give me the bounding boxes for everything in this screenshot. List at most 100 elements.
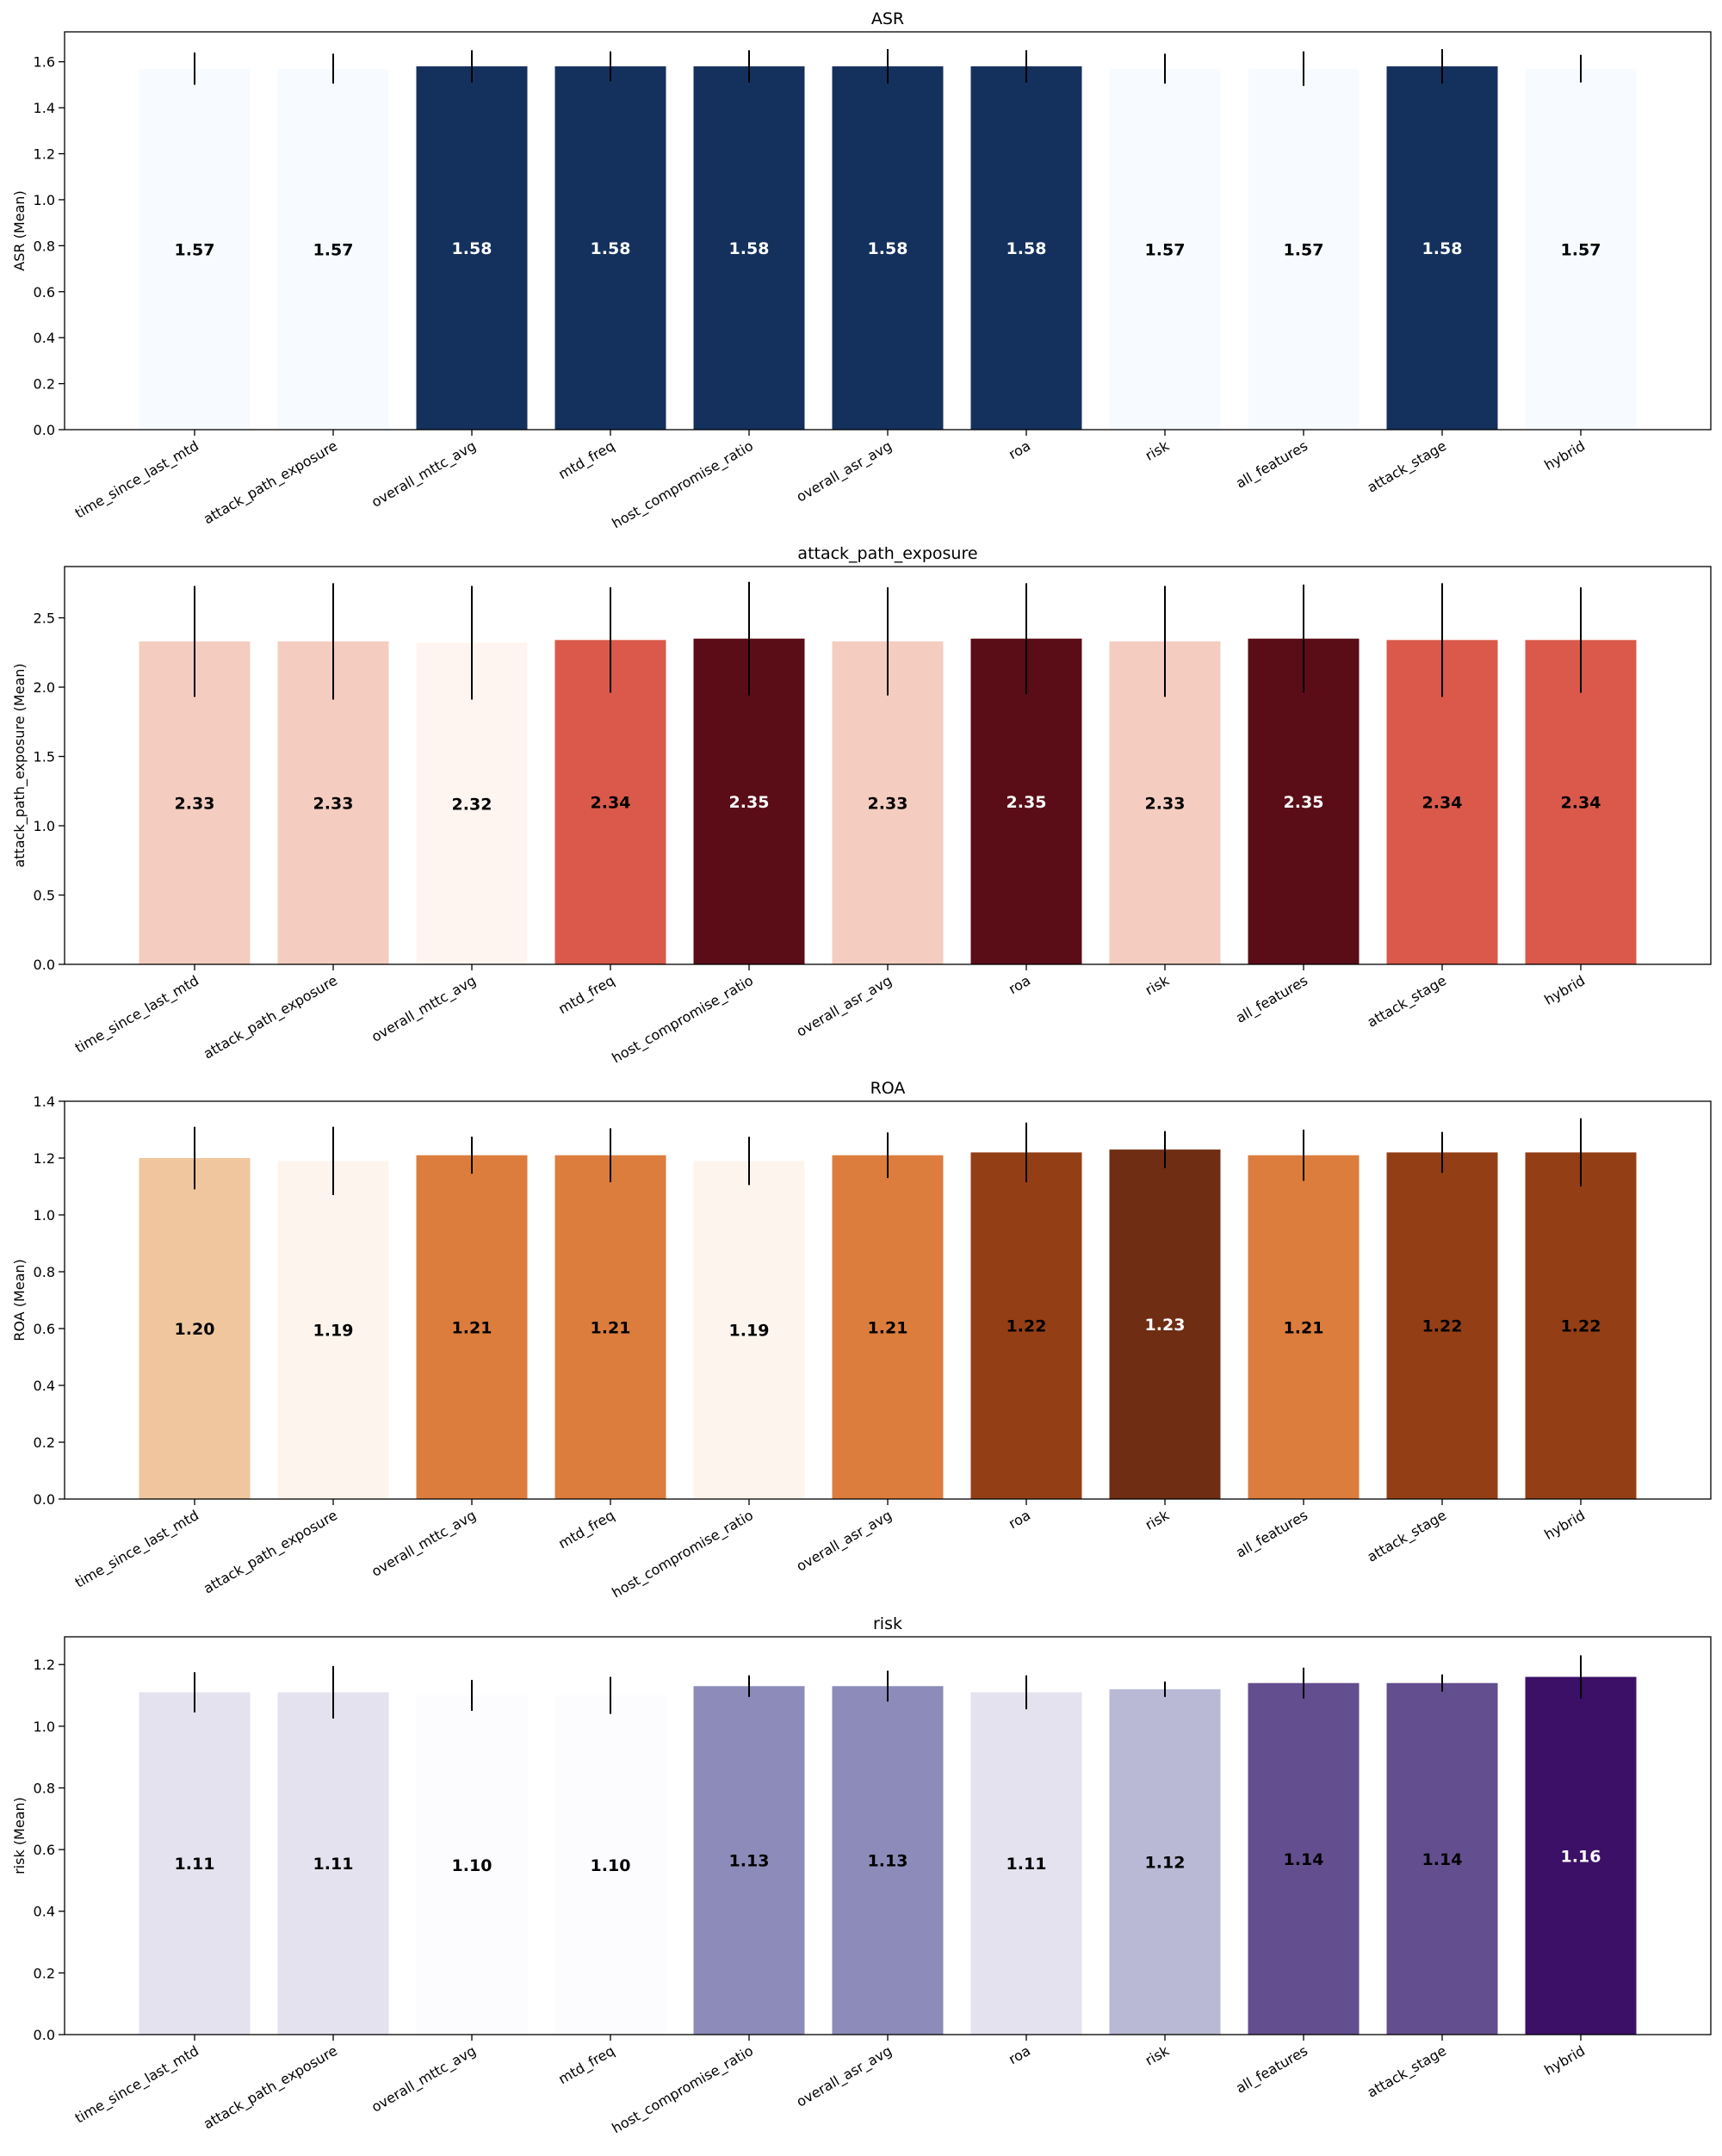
bar-value-label: 2.34 <box>1422 794 1463 813</box>
x-tick-label: risk <box>1143 437 1173 464</box>
y-tick-label: 1.0 <box>34 192 55 208</box>
x-tick-label: roa <box>1006 2042 1033 2067</box>
y-tick-label: 1.0 <box>34 1719 55 1735</box>
x-tick-label: risk <box>1143 2042 1173 2069</box>
x-tick-label: roa <box>1006 437 1033 462</box>
x-tick-label: hybrid <box>1541 1507 1588 1543</box>
bar-value-label: 1.21 <box>868 1318 908 1337</box>
bar <box>554 1695 666 2035</box>
x-tick-label: hybrid <box>1541 437 1588 474</box>
x-tick-label: time_since_last_mtd <box>72 2042 202 2128</box>
bar-value-label: 1.14 <box>1284 1850 1324 1869</box>
bar <box>1525 68 1637 430</box>
bar-value-label: 2.32 <box>452 795 492 814</box>
bar-value-label: 1.57 <box>1561 240 1601 259</box>
x-tick-label: attack_stage <box>1365 2042 1450 2102</box>
y-tick-label: 0.0 <box>34 2027 55 2043</box>
y-axis-label: attack_path_exposure (Mean) <box>11 663 28 867</box>
bar <box>1248 1155 1360 1499</box>
bar <box>970 66 1082 430</box>
x-tick-label: mtd_freq <box>555 1507 617 1552</box>
bar-value-label: 1.16 <box>1561 1847 1601 1866</box>
bar <box>554 1155 666 1499</box>
x-tick-label: all_features <box>1233 1507 1310 1562</box>
x-tick-label: overall_asr_avg <box>794 972 895 1041</box>
bar-value-label: 1.12 <box>1145 1853 1186 1872</box>
x-tick-label: attack_stage <box>1365 972 1450 1032</box>
bar <box>1109 1688 1221 2035</box>
y-tick-label: 0.4 <box>34 330 55 346</box>
bar-value-label: 1.14 <box>1422 1850 1463 1869</box>
x-tick-label: mtd_freq <box>555 437 617 483</box>
bar-value-label: 1.23 <box>1145 1316 1186 1335</box>
bar-value-label: 1.19 <box>729 1322 770 1341</box>
bar <box>970 1692 1082 2035</box>
x-tick-label: attack_path_exposure <box>201 972 341 1063</box>
x-tick-label: overall_mttc_avg <box>369 437 479 511</box>
y-tick-label: 1.0 <box>34 818 55 834</box>
x-tick-label: overall_mttc_avg <box>369 972 479 1046</box>
chart-title: risk <box>873 1614 902 1633</box>
y-tick-label: 0.8 <box>34 1264 55 1280</box>
bar-value-label: 1.58 <box>729 239 770 258</box>
bar <box>416 1155 528 1499</box>
bar <box>1386 1682 1498 2035</box>
bar-value-label: 1.22 <box>1007 1317 1047 1336</box>
bar-value-label: 1.57 <box>313 240 354 259</box>
x-tick-label: overall_asr_avg <box>794 2042 895 2111</box>
bar <box>832 66 944 430</box>
bar-value-label: 1.11 <box>175 1855 215 1874</box>
bar-value-label: 2.33 <box>1145 794 1186 813</box>
bar-value-label: 1.13 <box>868 1852 908 1871</box>
bar-value-label: 2.35 <box>1007 793 1047 812</box>
bar <box>139 1158 251 1499</box>
x-tick-label: attack_path_exposure <box>201 2042 341 2133</box>
x-tick-label: risk <box>1143 972 1173 999</box>
bar-value-label: 1.10 <box>591 1856 631 1875</box>
bar-value-label: 1.58 <box>452 239 492 258</box>
x-tick-label: overall_asr_avg <box>794 1507 895 1576</box>
bar-value-label: 1.13 <box>729 1852 770 1871</box>
chart-title: ASR <box>871 9 904 28</box>
bar-value-label: 2.35 <box>729 793 770 812</box>
bar-value-label: 1.57 <box>1284 240 1324 259</box>
bar <box>1248 638 1360 964</box>
bar <box>277 1161 389 1499</box>
y-tick-label: 1.0 <box>34 1207 55 1224</box>
bar-value-label: 1.19 <box>313 1322 354 1341</box>
y-tick-label: 0.0 <box>34 422 55 438</box>
bar-value-label: 2.34 <box>1561 794 1601 813</box>
y-tick-label: 0.5 <box>34 888 55 904</box>
bar <box>139 68 251 430</box>
bar-value-label: 2.33 <box>175 794 215 813</box>
y-tick-label: 1.5 <box>34 749 55 765</box>
bar-value-label: 1.22 <box>1561 1317 1601 1336</box>
y-axis-label: risk (Mean) <box>11 1797 28 1874</box>
chart-title: ROA <box>870 1079 906 1098</box>
x-tick-label: all_features <box>1233 437 1310 493</box>
y-axis-label: ASR (Mean) <box>11 190 28 270</box>
x-tick-label: attack_stage <box>1365 1507 1450 1566</box>
x-tick-label: roa <box>1006 1507 1033 1532</box>
y-tick-label: 2.5 <box>34 610 55 627</box>
y-tick-label: 0.0 <box>34 957 55 973</box>
chart-title: attack_path_exposure <box>797 544 977 563</box>
y-tick-label: 2.0 <box>34 679 55 696</box>
bar <box>1386 66 1498 430</box>
y-tick-label: 1.4 <box>34 1093 55 1110</box>
x-tick-label: attack_stage <box>1365 437 1450 497</box>
bar <box>1525 1676 1637 2035</box>
bar <box>1525 1152 1637 1499</box>
y-tick-label: 0.4 <box>34 1378 55 1394</box>
y-tick-label: 1.2 <box>34 1657 55 1673</box>
bar <box>1525 640 1637 964</box>
bar <box>554 66 666 430</box>
bar <box>1109 68 1221 430</box>
bar <box>970 1152 1082 1499</box>
y-tick-label: 0.2 <box>34 1965 55 1981</box>
y-axis-label: ROA (Mean) <box>11 1259 28 1341</box>
y-tick-label: 1.2 <box>34 146 55 163</box>
bar-value-label: 1.21 <box>1284 1318 1324 1337</box>
